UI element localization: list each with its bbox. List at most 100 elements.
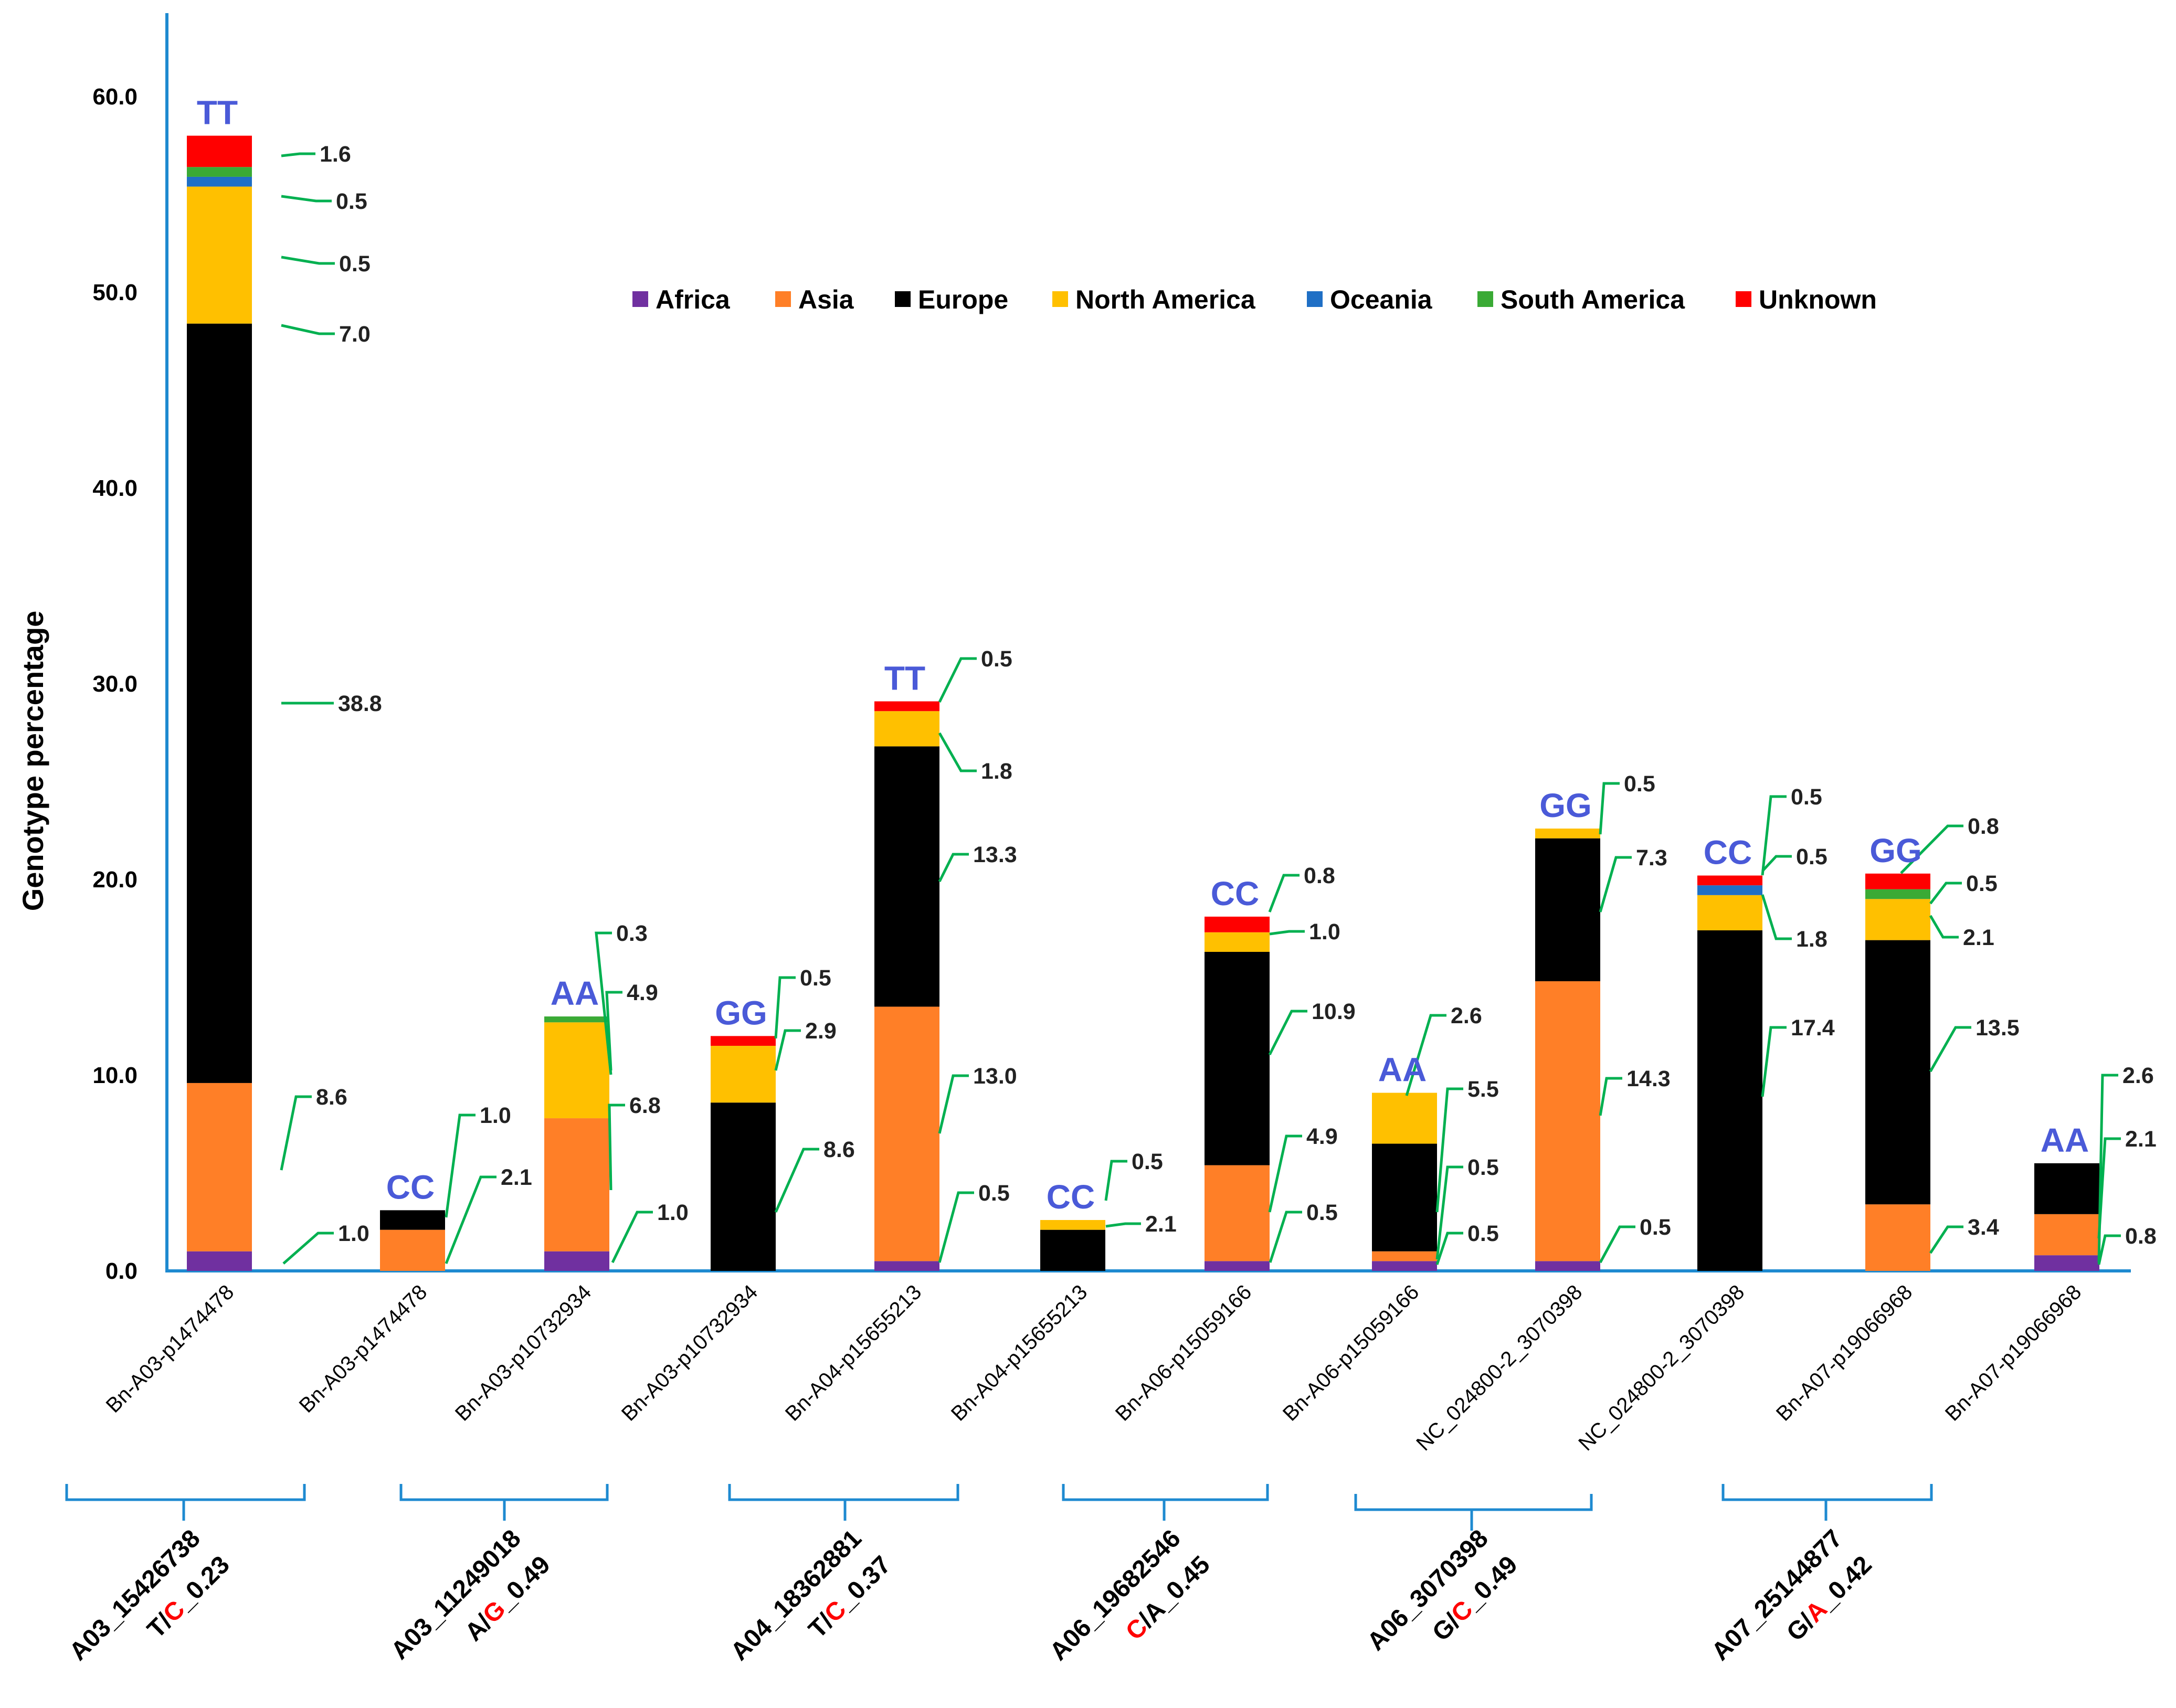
- group-brace: [1721, 1484, 1933, 1521]
- leader-line: [1599, 782, 1620, 835]
- bar-segment: [544, 1118, 609, 1251]
- data-label: 2.9: [805, 1019, 837, 1044]
- data-label: 0.5: [981, 646, 1012, 672]
- leader-line: [281, 256, 335, 265]
- leader-line: [938, 1074, 969, 1134]
- leader-line: [1435, 1165, 1463, 1260]
- bar-segment: [1535, 981, 1600, 1261]
- y-tick-label: 50.0: [92, 280, 138, 305]
- group-brace: [399, 1484, 609, 1521]
- data-label: 13.3: [973, 842, 1017, 867]
- leader-line: [445, 1175, 497, 1264]
- legend-swatch: [1477, 291, 1493, 307]
- bar-segment: [187, 1083, 252, 1251]
- bar-segment: [544, 1016, 609, 1023]
- data-label: 0.5: [1306, 1200, 1338, 1225]
- leader-line: [608, 1104, 625, 1191]
- data-label: 0.5: [1467, 1221, 1499, 1246]
- genotype-label: CC: [1211, 875, 1259, 913]
- leader-line: [1929, 915, 1959, 939]
- bar-segment: [1697, 930, 1762, 1271]
- data-label: 38.8: [338, 691, 382, 716]
- data-label: 1.8: [1796, 927, 1828, 952]
- data-label: 0.5: [1640, 1215, 1671, 1240]
- genotype-label: AA: [551, 974, 599, 1012]
- bar-segment: [2034, 1163, 2099, 1214]
- data-label: 2.1: [1145, 1212, 1177, 1237]
- legend-swatch: [895, 291, 911, 307]
- data-label: 0.5: [336, 189, 367, 214]
- genotype-label: CC: [1047, 1178, 1095, 1216]
- data-label: 0.5: [1132, 1149, 1163, 1174]
- axes: Genotype percentage: [16, 13, 2131, 1272]
- bar-segment: [711, 1036, 776, 1046]
- bar-segment: [874, 701, 939, 712]
- bar-segment: [187, 167, 252, 177]
- group-brace: [65, 1484, 306, 1521]
- data-label: 1.0: [657, 1200, 689, 1225]
- leader-line: [1269, 930, 1305, 936]
- y-axis-label: Genotype percentage: [16, 611, 49, 911]
- legend-label: Asia: [798, 285, 854, 314]
- leader-line: [611, 1211, 653, 1264]
- data-label: 0.8: [1304, 863, 1335, 888]
- leader-line: [605, 991, 622, 1071]
- bar-segment: [1865, 1204, 1930, 1271]
- bar-segment: [1372, 1261, 1437, 1271]
- bar-segment: [1865, 940, 1930, 1205]
- leader-line: [2097, 1137, 2121, 1239]
- bar-segment: [1040, 1229, 1105, 1271]
- bar-segment: [544, 1022, 609, 1119]
- data-label: 0.5: [1624, 771, 1655, 797]
- bar-segment: [187, 323, 252, 1083]
- leader-line: [595, 931, 612, 1075]
- leader-line: [282, 1232, 334, 1265]
- leader-line: [1761, 855, 1792, 872]
- leader-line: [281, 152, 315, 157]
- legend-label: Africa: [656, 285, 731, 314]
- leader-line: [1435, 1232, 1463, 1265]
- data-label: 0.5: [1467, 1155, 1499, 1180]
- data-labels: 1.6 0.5 0.5 7.0 38.8 8.6 1.0 1.0 2.1 0.3 4.9 6.8 1.0…: [316, 142, 2157, 1249]
- data-label: 0.5: [1966, 871, 1998, 896]
- bar-segment: [1865, 899, 1930, 940]
- bar-segment: [1205, 932, 1270, 952]
- group-brace: [728, 1484, 959, 1521]
- legend-label: North America: [1075, 285, 1256, 314]
- leader-line: [938, 853, 969, 883]
- data-label: 2.6: [2122, 1063, 2154, 1088]
- category-label: NC_024800-2_3070398: [1574, 1280, 1749, 1455]
- category-label: Bn-A07-p19066968: [1772, 1280, 1917, 1425]
- category-label: Bn-A03-p10732934: [451, 1280, 596, 1425]
- leader-line: [1435, 1087, 1463, 1213]
- data-label: 8.6: [316, 1085, 347, 1110]
- bar-segment: [1205, 1261, 1270, 1271]
- bar-segment: [2034, 1214, 2099, 1256]
- bar-segment: [1535, 829, 1600, 839]
- leader-line: [1268, 1134, 1302, 1213]
- leader-line: [1599, 1077, 1622, 1116]
- bar-segment: [1535, 838, 1600, 981]
- leader-line: [774, 1029, 801, 1071]
- leader-line: [1599, 1225, 1635, 1264]
- data-label: 0.5: [1796, 844, 1828, 869]
- data-label: 8.6: [823, 1137, 855, 1162]
- category-label: Bn-A06-p15059166: [1111, 1280, 1256, 1425]
- legend-swatch: [775, 291, 791, 307]
- data-label: 0.8: [2125, 1224, 2157, 1249]
- bar-segment: [1865, 889, 1930, 899]
- leader-line: [774, 976, 796, 1039]
- bar-segment: [1205, 1165, 1270, 1261]
- category-label: Bn-A03-p1474478: [102, 1280, 239, 1417]
- bar-segment: [1697, 895, 1762, 930]
- leader-line: [1761, 1026, 1787, 1097]
- bar-segment: [874, 711, 939, 747]
- leader-line: [1104, 1160, 1127, 1201]
- bar-segment: [874, 1261, 939, 1271]
- data-label: 6.8: [629, 1093, 661, 1118]
- legend-swatch: [632, 291, 648, 307]
- category-labels: Bn-A03-p1474478 Bn-A03-p1474478 Bn-A03-p10…: [102, 1280, 2086, 1455]
- data-label: 0.5: [978, 1181, 1010, 1206]
- bar-segment: [1372, 1251, 1437, 1261]
